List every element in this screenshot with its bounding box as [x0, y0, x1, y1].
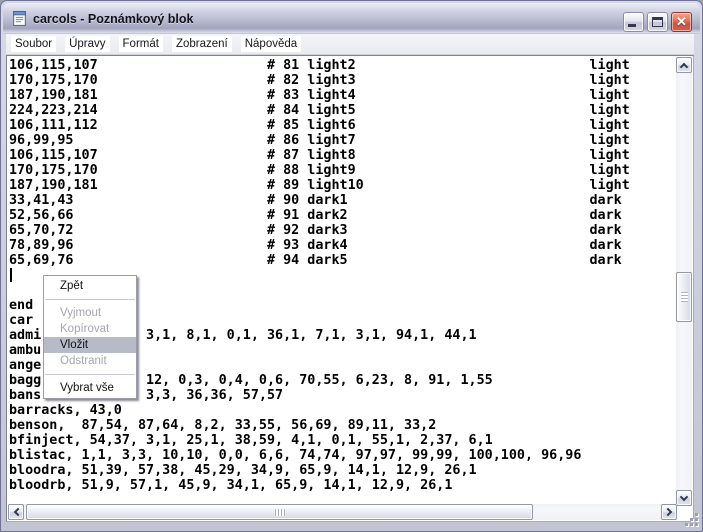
resize-grip-icon[interactable] — [683, 513, 698, 526]
chevron-up-icon — [679, 62, 689, 72]
minimize-icon — [628, 24, 636, 27]
context-menu-item[interactable]: Zpět — [60, 280, 84, 292]
scroll-up-button[interactable] — [676, 57, 692, 73]
horizontal-scroll-thumb[interactable] — [26, 504, 533, 520]
text-caret — [10, 268, 12, 282]
chevron-left-icon — [13, 507, 23, 517]
scroll-left-button[interactable] — [8, 504, 24, 520]
context-menu-separator — [45, 299, 135, 300]
minimize-button[interactable] — [623, 12, 644, 32]
horizontal-scrollbar[interactable] — [8, 504, 677, 520]
vertical-scrollbar[interactable] — [676, 57, 692, 506]
window-title: carcols - Poznámkový blok — [33, 11, 194, 26]
menubar-item[interactable]: Nápověda — [240, 36, 302, 52]
context-menu-item[interactable]: Vložit — [44, 337, 136, 353]
maximize-button[interactable] — [647, 12, 668, 32]
chevron-right-icon — [663, 507, 673, 517]
menubar-item[interactable]: Úpravy — [65, 36, 110, 52]
thumb-grip-icon — [681, 292, 688, 302]
menubar: Soubor Úpravy Formát Zobrazení Nápověda — [6, 34, 694, 55]
context-menu-separator — [45, 374, 135, 375]
context-menu-item: Vyjmout — [60, 307, 102, 319]
thumb-grip-icon — [274, 509, 285, 516]
maximize-icon — [652, 17, 663, 27]
menubar-item[interactable]: Zobrazení — [171, 36, 232, 52]
menubar-item[interactable]: Soubor — [11, 36, 57, 52]
titlebar[interactable]: carcols - Poznámkový blok ✕ — [3, 3, 700, 34]
context-menu-item: Kopírovat — [60, 323, 110, 335]
scroll-right-button[interactable] — [661, 504, 677, 520]
text-content[interactable]: 106,115,107 # 81 light2 light 170,175,17… — [9, 58, 630, 493]
scroll-down-button[interactable] — [676, 490, 692, 506]
context-menu-item[interactable]: Vybrat vše — [60, 382, 114, 394]
menubar-item[interactable]: Formát — [118, 36, 163, 52]
notepad-icon — [13, 11, 26, 26]
vertical-scroll-thumb[interactable] — [676, 272, 692, 322]
close-button[interactable]: ✕ — [671, 12, 692, 32]
context-menu-item: Odstranit — [60, 355, 107, 367]
context-menu: Zpět Vyjmout Kopírovat Vložit Odstranit Vybra… — [43, 275, 137, 399]
chevron-down-icon — [679, 492, 689, 502]
close-icon: ✕ — [676, 14, 687, 29]
